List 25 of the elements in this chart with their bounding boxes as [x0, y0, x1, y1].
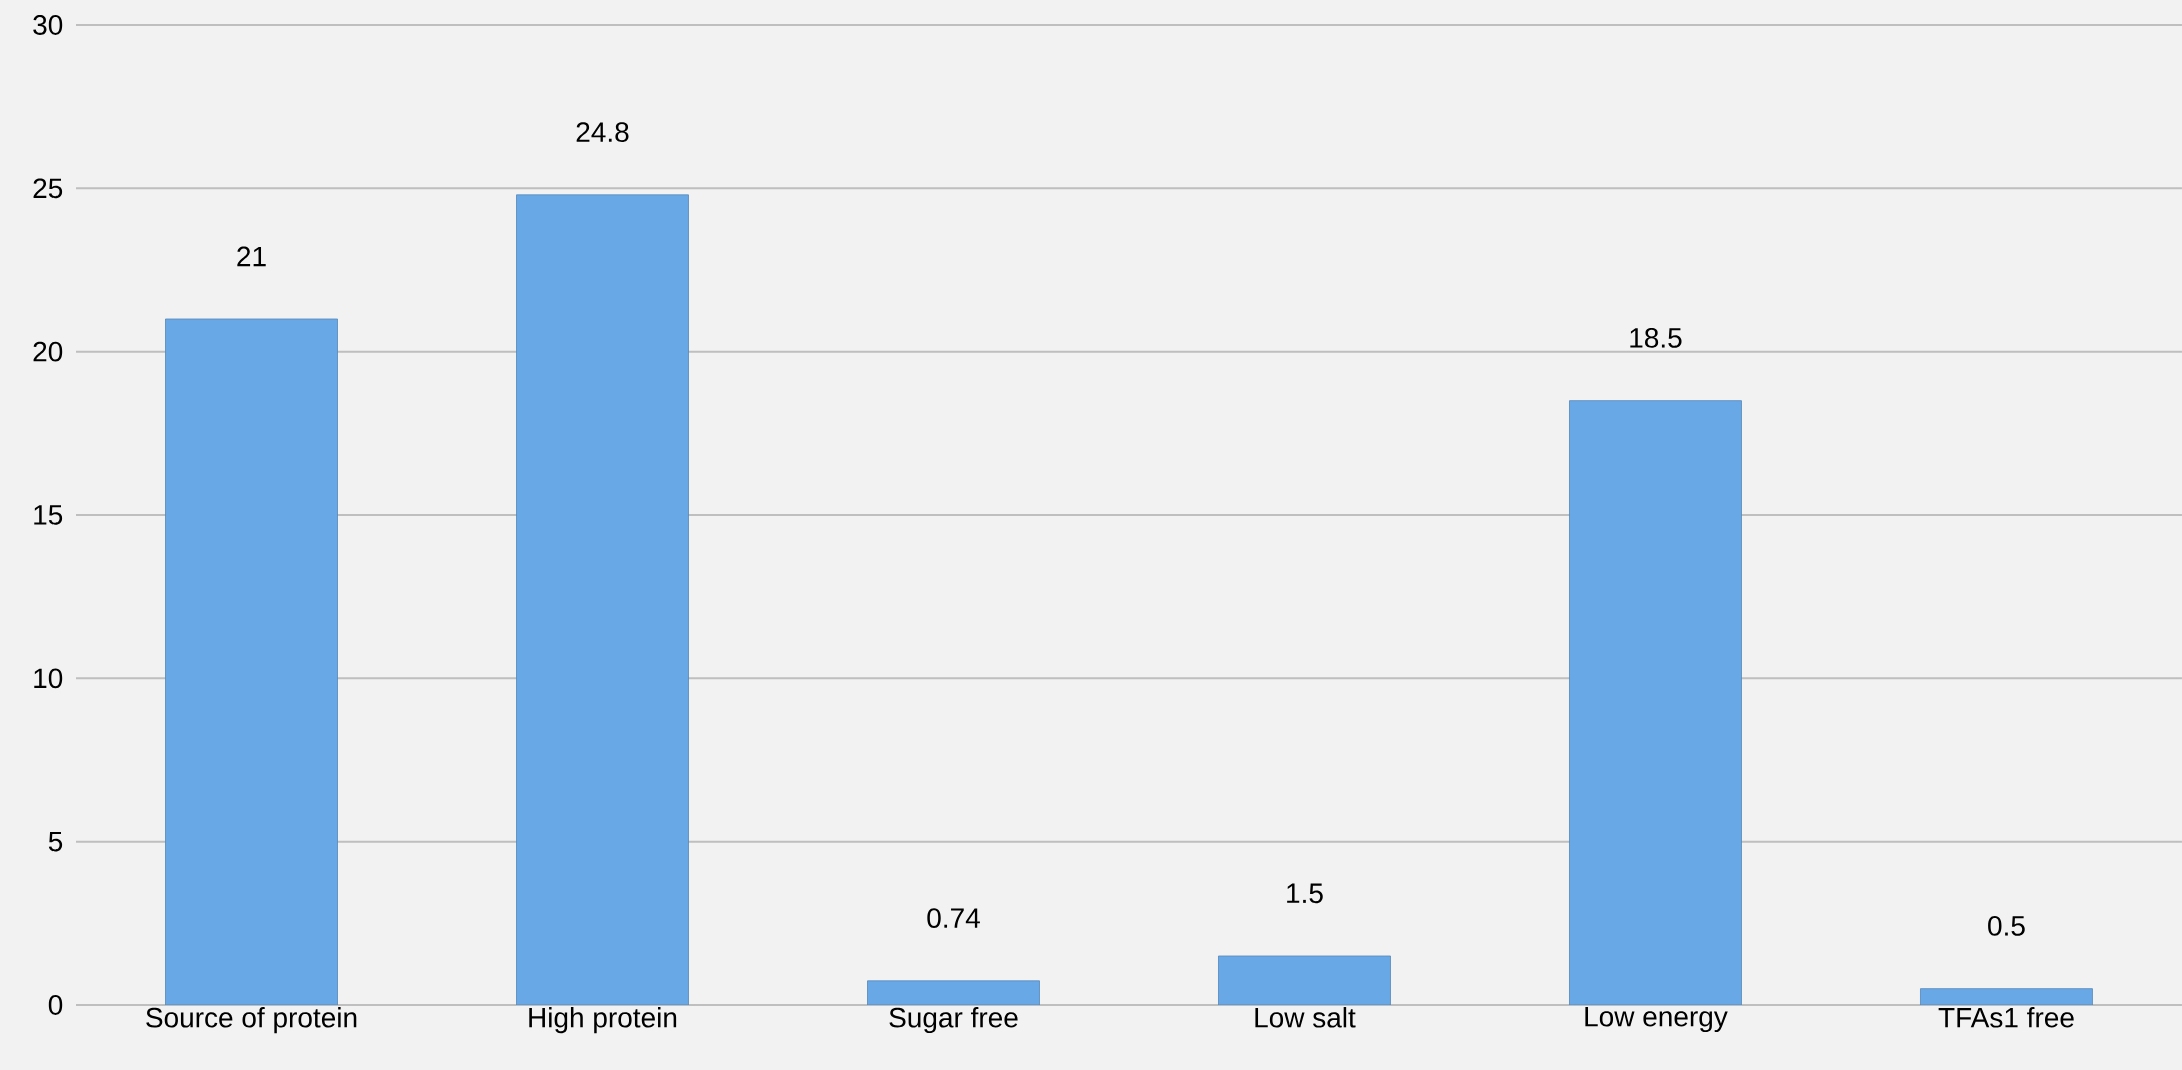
bar [1569, 400, 1742, 1005]
bar [1218, 955, 1391, 1005]
x-tick-label: Low energy [1585, 1007, 1728, 1033]
bar [867, 980, 1040, 1005]
x-tick-label: TFAs1 free [1938, 1007, 2074, 1028]
data-label: 24.8 [576, 122, 629, 143]
y-tick-label: 20 [33, 341, 63, 362]
data-label: 21 [237, 246, 266, 267]
x-tick-label: Sugar free [889, 1007, 1018, 1034]
y-tick-label: 5 [48, 831, 63, 852]
bar [165, 318, 338, 1005]
x-tick-label: High protein [529, 1007, 677, 1034]
x-tick-label: Low salt [1255, 1007, 1356, 1028]
data-label: 0.5 [1988, 915, 2025, 936]
y-tick-label: 30 [33, 15, 63, 35]
y-tick-label: 25 [33, 178, 63, 199]
y-tick-label: 0 [48, 995, 63, 1015]
bar [516, 194, 689, 1005]
y-tick-label: 15 [34, 505, 63, 525]
x-tick-label: Source of protein [146, 1007, 357, 1034]
y-tick-label: 10 [34, 668, 63, 689]
data-label: 18.5 [1630, 327, 1682, 348]
bar [1920, 988, 2093, 1005]
data-label: 0.74 [927, 908, 980, 928]
data-label: 1.5 [1287, 883, 1323, 904]
